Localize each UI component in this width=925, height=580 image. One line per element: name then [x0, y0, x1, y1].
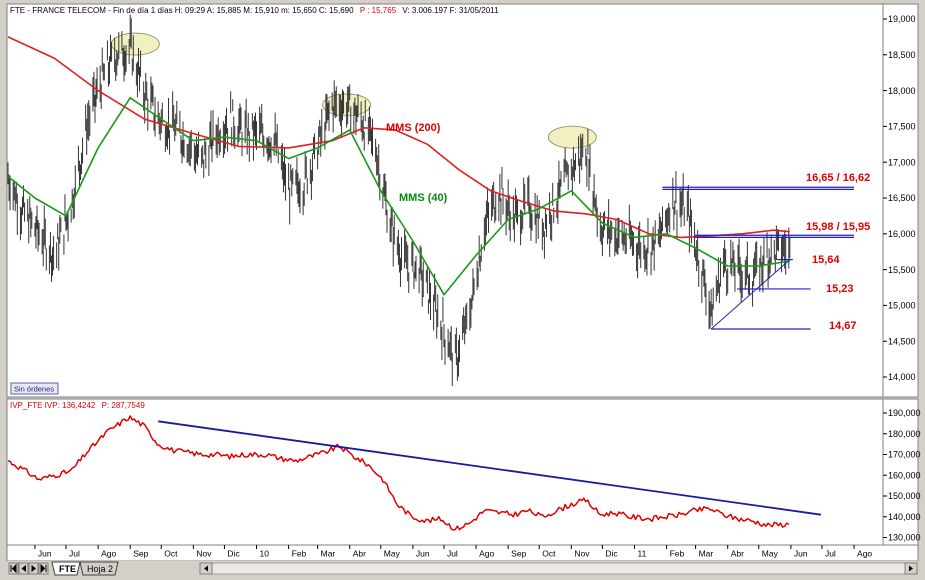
mms-200-label: MMS (200): [386, 122, 441, 134]
ivp-ytick-label: 130,000: [888, 533, 921, 543]
tab-nav-last-button[interactable]: [38, 562, 49, 575]
tab-fte-shape: [51, 561, 81, 576]
xtick-label: May: [384, 549, 401, 559]
level-label-2: 15,64: [812, 254, 840, 266]
mms-40-line: [7, 97, 790, 296]
ivp-line: [7, 415, 790, 531]
highlight-ellipse-2: [547, 125, 597, 149]
ivp-trend-line: [158, 420, 822, 516]
no-orders-button-label: Sin órdenes: [14, 385, 54, 394]
ivp-ytick-label: 150,000: [888, 491, 921, 501]
xtick-label: 11: [638, 549, 647, 559]
price-ytick-label: 16,000: [888, 229, 916, 239]
xtick-label: May: [762, 549, 779, 559]
price-chart: MMS (200) MMS (40) 16,65 / 16,62 15,98 / 15…: [7, 14, 870, 387]
level-label-4: 14,67: [829, 320, 857, 332]
xtick-label: Sep: [511, 549, 526, 559]
ivp-header-text: IVP_FTE IVP: 136,4242 P: 287,7549: [10, 401, 145, 410]
xtick-label: Mar: [321, 549, 336, 559]
first-arrow-icon: [10, 563, 17, 574]
price-ytick-label: 19,000: [888, 14, 916, 24]
xtick-label: Abr: [353, 549, 366, 559]
tab-nav-next-button[interactable]: [28, 562, 39, 575]
xtick-label: Dic: [605, 549, 618, 559]
price-axis-panel: [882, 3, 919, 398]
next-arrow-icon: [31, 565, 36, 572]
xtick-label: Jun: [416, 549, 430, 559]
xtick-label: 10: [260, 549, 270, 559]
level-label-1: 15,98 / 15,95: [806, 221, 870, 233]
ivp-ytick-label: 170,000: [888, 450, 921, 460]
mms-200-line: [7, 36, 790, 239]
price-ytick-label: 16,500: [888, 193, 916, 203]
mms-40-label: MMS (40): [399, 192, 448, 204]
scroll-right-button[interactable]: [904, 562, 918, 575]
tab-nav-first-button[interactable]: [8, 562, 19, 575]
xtick-label: Oct: [164, 549, 178, 559]
prev-arrow-icon: [21, 565, 26, 572]
ivp-panel: [6, 398, 884, 546]
axes: 19,000 18,500 18,000 17,500 17,000 16,500 16,0…: [34, 14, 921, 559]
horizontal-scrollbar[interactable]: [199, 562, 918, 575]
price-bars: [7, 14, 791, 387]
price-header-values: FTE - FRANCE TELECOM - Fin de día 1 días…: [10, 6, 354, 15]
xtick-label: Jul: [825, 549, 836, 559]
xtick-label: Jul: [447, 549, 458, 559]
xtick-label: Nov: [574, 549, 590, 559]
last-arrow-icon: [40, 563, 47, 574]
price-ytick-label: 15,000: [888, 301, 916, 311]
price-ytick-label: 15,500: [888, 265, 916, 275]
xtick-label: Ago: [101, 549, 116, 559]
support-trend-line: [710, 259, 791, 330]
price-header-text: FTE - FRANCE TELECOM - Fin de día 1 días…: [10, 6, 499, 15]
no-orders-button-bg: [10, 382, 59, 395]
xtick-label: Ago: [857, 549, 872, 559]
ivp-header-value: IVP_FTE IVP: 136,4242: [10, 401, 96, 410]
tab-hoja-2-label: Hoja 2: [87, 564, 113, 574]
scroll-left-button[interactable]: [199, 562, 213, 575]
xtick-label: Sep: [133, 549, 148, 559]
xtick-label: Dic: [227, 549, 240, 559]
no-orders-button[interactable]: Sin órdenes: [10, 382, 59, 395]
tab-hoja-2-shape: [79, 561, 119, 576]
ivp-ytick-label: 190,000: [888, 408, 921, 418]
ivp-ytick-label: 160,000: [888, 470, 921, 480]
tab-hoja-2[interactable]: Hoja 2: [79, 561, 119, 576]
xtick-label: Jun: [794, 549, 808, 559]
level-label-3: 15,23: [826, 283, 854, 295]
xtick-label: Mar: [699, 549, 714, 559]
price-ytick-label: 18,000: [888, 86, 916, 96]
price-ytick-label: 17,000: [888, 157, 916, 167]
xtick-label: Oct: [542, 549, 556, 559]
ivp-chart: [7, 415, 822, 531]
xtick-label: Ago: [479, 549, 494, 559]
ivp-header-price: P: 287,7549: [102, 401, 146, 410]
price-header-price: P : 15,765: [360, 6, 397, 15]
xtick-label: Feb: [670, 549, 685, 559]
tab-nav-prev-button[interactable]: [18, 562, 29, 575]
scrollbar-track: [199, 562, 918, 575]
scroll-right-icon: [909, 565, 913, 572]
xtick-label: Feb: [292, 549, 307, 559]
price-ytick-label: 14,000: [888, 372, 916, 382]
level-label-0: 16,65 / 16,62: [806, 172, 870, 184]
price-panel: [6, 3, 884, 398]
price-ytick-label: 17,500: [888, 122, 916, 132]
xtick-label: Abr: [731, 549, 744, 559]
xtick-label: Nov: [196, 549, 212, 559]
price-ytick-label: 14,500: [888, 336, 916, 346]
tab-fte-label: FTE: [59, 564, 76, 574]
ivp-ytick-label: 140,000: [888, 512, 921, 522]
scroll-left-icon: [204, 565, 208, 572]
ivp-ytick-label: 180,000: [888, 429, 921, 439]
tab-fte[interactable]: FTE: [51, 561, 81, 576]
xtick-label: Jun: [38, 549, 52, 559]
price-header-volume-date: V: 3.006.197 F: 31/05/2011: [402, 6, 499, 15]
price-ytick-label: 18,500: [888, 50, 916, 60]
xtick-label: Jul: [69, 549, 80, 559]
